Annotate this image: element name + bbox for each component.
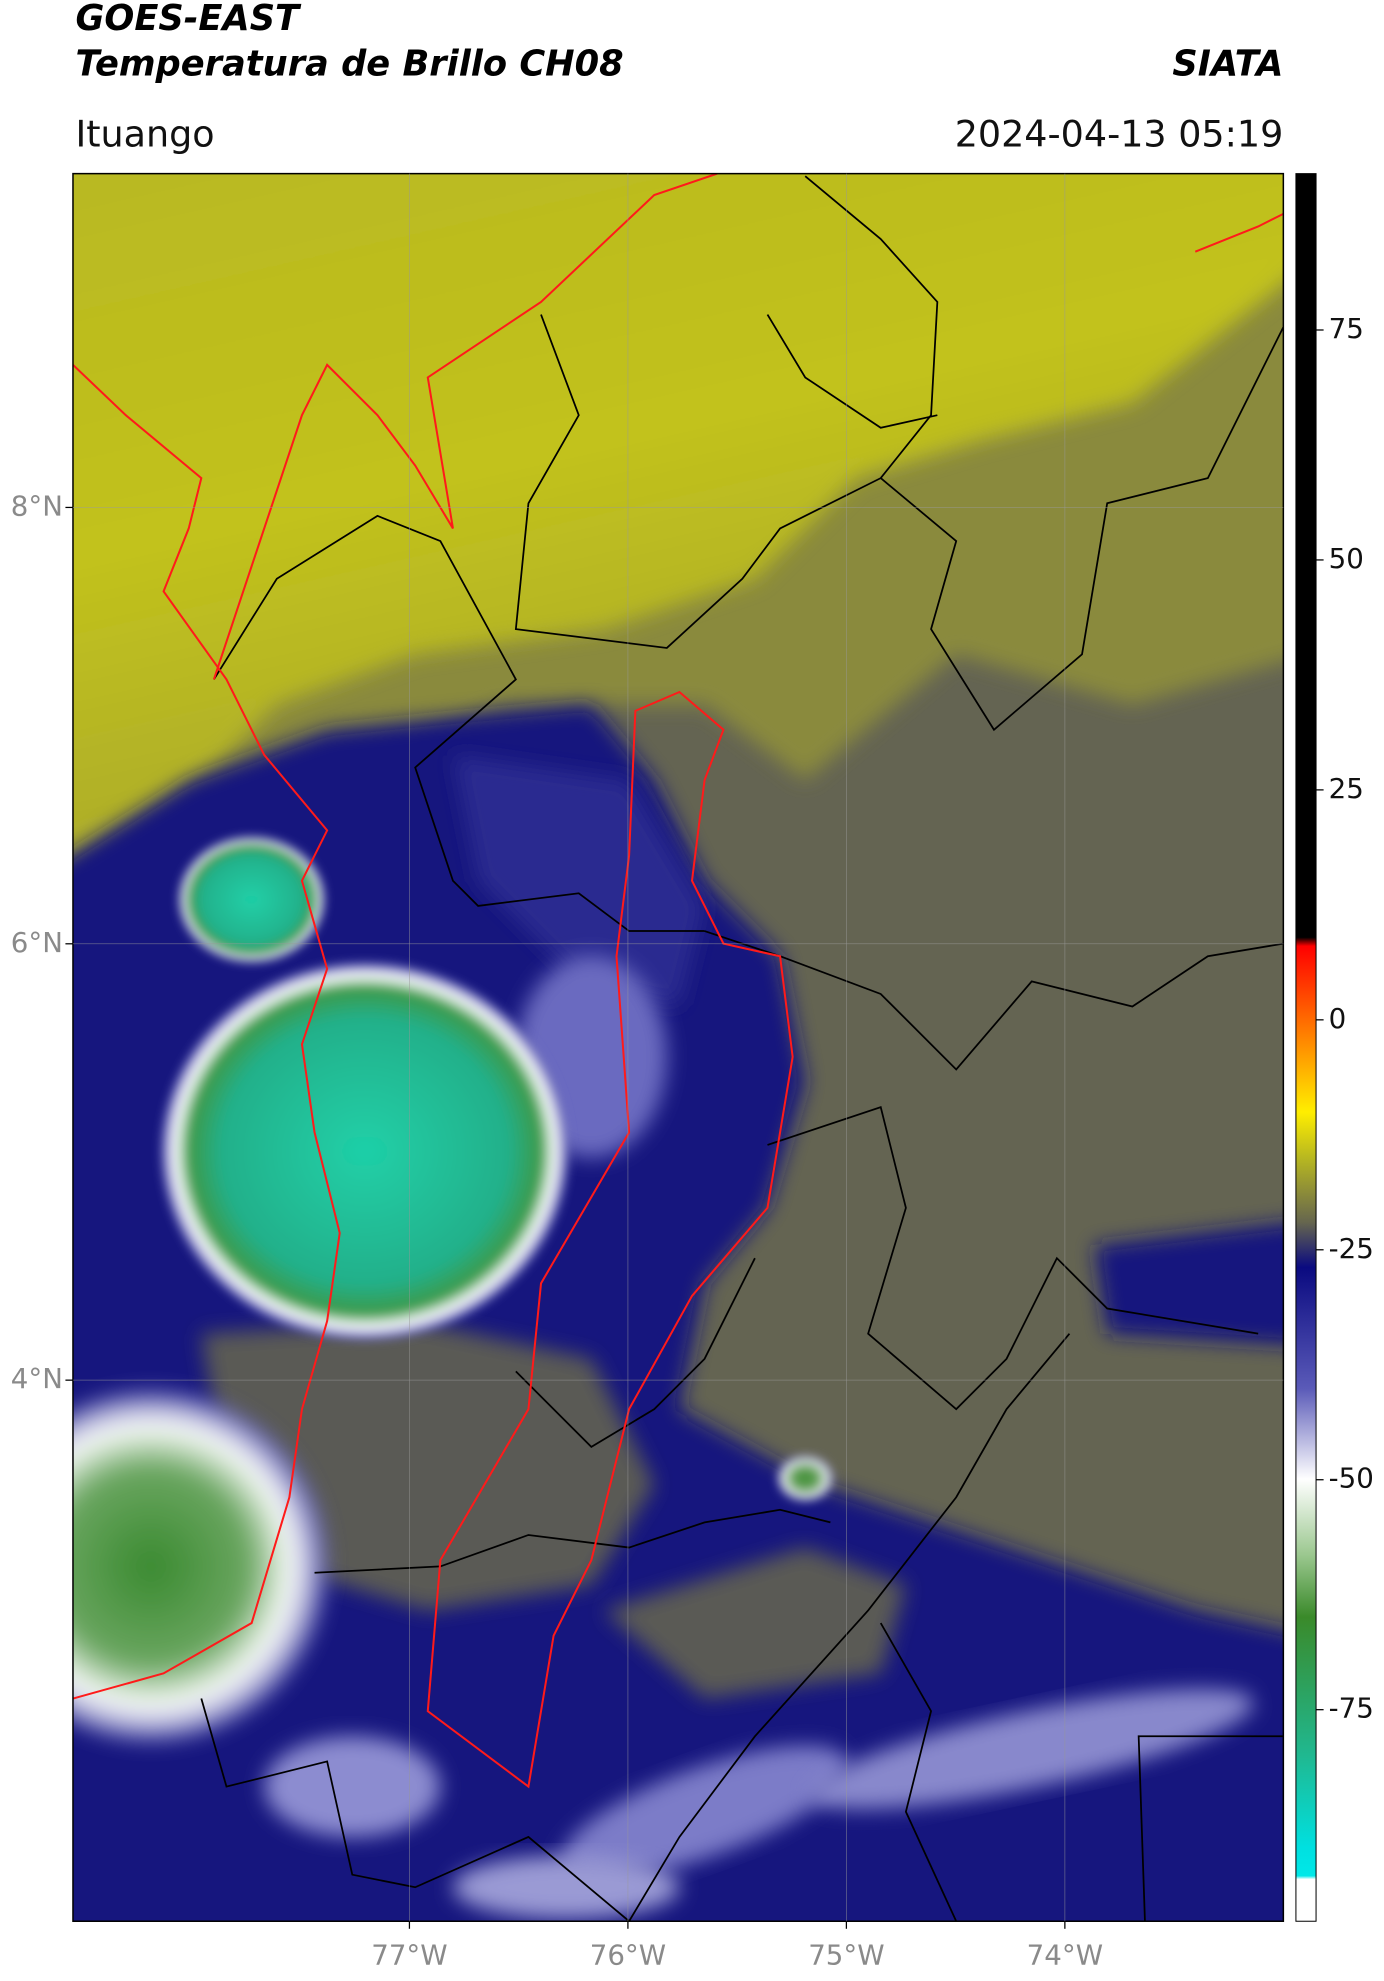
colorbar-tick-label: -50 bbox=[1329, 1462, 1374, 1495]
y-tick-label: 6°N bbox=[11, 926, 63, 959]
y-tick-label: 4°N bbox=[11, 1362, 63, 1395]
datetime: 2024-04-13 05:19 bbox=[955, 112, 1284, 155]
x-tick-label: 76°W bbox=[590, 1938, 666, 1971]
colorbar-tick-label: -75 bbox=[1329, 1692, 1374, 1725]
y-tick-label: 8°N bbox=[11, 489, 63, 522]
colorbar bbox=[1295, 173, 1317, 1922]
brand: SIATA bbox=[1172, 43, 1283, 84]
satellite-image bbox=[72, 173, 1284, 1922]
x-tick-label: 75°W bbox=[808, 1938, 884, 1971]
colorbar-tick-label: 0 bbox=[1329, 1002, 1347, 1035]
colorbar-tick-label: 25 bbox=[1329, 772, 1364, 805]
colorbar-tick-label: 50 bbox=[1329, 542, 1364, 575]
location: Ituango bbox=[75, 112, 214, 155]
colorbar-tick-label: -25 bbox=[1329, 1232, 1374, 1265]
title: GOES-EAST bbox=[75, 0, 302, 39]
graticule bbox=[72, 173, 1284, 1922]
x-tick-label: 77°W bbox=[371, 1938, 447, 1971]
subtitle: Temperatura de Brillo CH08 bbox=[75, 43, 623, 84]
map-frame bbox=[72, 172, 1285, 1922]
colorbar-tick-label: 75 bbox=[1329, 312, 1364, 345]
x-tick-label: 74°W bbox=[1027, 1938, 1103, 1971]
